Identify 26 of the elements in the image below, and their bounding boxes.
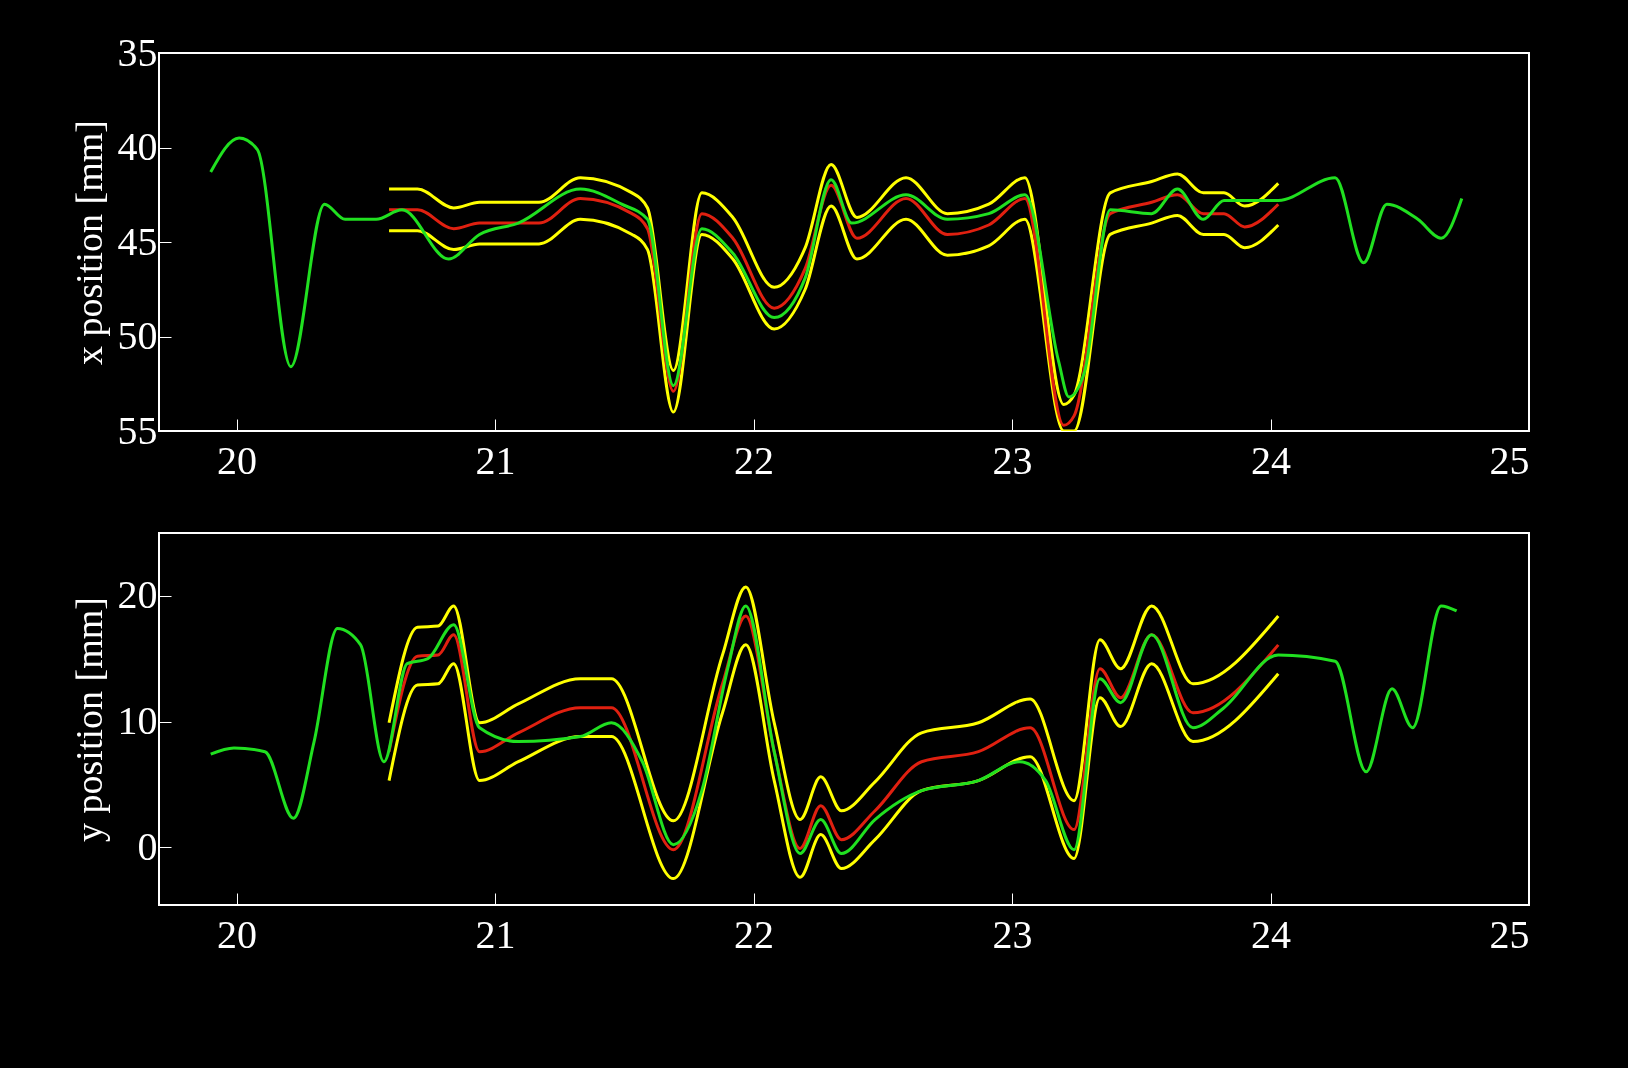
x-tick-label: 24 [1251, 437, 1292, 483]
x-tick-label: 20 [217, 437, 258, 483]
y-axis-title: x position [mm] [67, 120, 110, 365]
y-axis-title: y position [mm] [67, 597, 110, 842]
line-series [209, 604, 1459, 855]
x-tick-label: 23 [992, 437, 1033, 483]
y-tick-label: 20 [117, 572, 158, 618]
x-tick-label: 25 [1489, 437, 1530, 483]
y-tick-label: 0 [137, 823, 158, 869]
x-tick-label: 23 [992, 911, 1033, 957]
y-tick-label: 55 [117, 407, 158, 453]
x-tick-label: 25 [1489, 911, 1530, 957]
y-tick-label: 40 [117, 124, 158, 169]
x-tick-label: 22 [734, 437, 775, 483]
x-tick-label: 21 [475, 911, 516, 957]
x-tick-label: 20 [217, 911, 258, 957]
line-series [387, 163, 1280, 407]
x-tick-label: 24 [1251, 911, 1292, 957]
y-tick-label: 35 [117, 29, 158, 75]
line-series [209, 136, 1464, 399]
x-tick-label: 21 [475, 437, 516, 483]
line-series [387, 585, 1280, 823]
x-tick-label: 22 [734, 911, 775, 957]
y-tick-label: 10 [117, 698, 158, 744]
y-tick-label: 50 [117, 313, 158, 358]
y-tick-label: 45 [117, 218, 158, 264]
